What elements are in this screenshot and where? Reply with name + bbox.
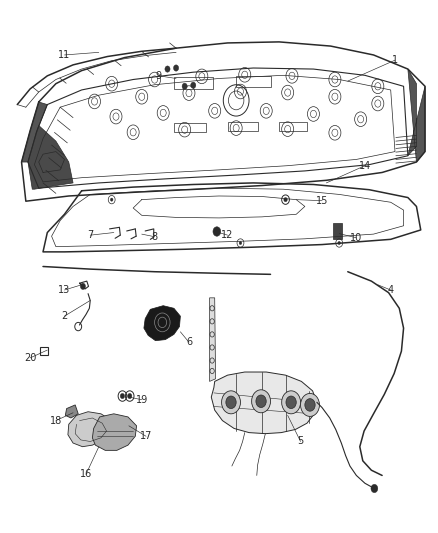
Text: 20: 20 [24, 353, 36, 363]
Polygon shape [28, 125, 73, 189]
Text: 17: 17 [140, 431, 152, 441]
Polygon shape [408, 69, 425, 162]
Circle shape [127, 393, 132, 399]
Circle shape [256, 395, 266, 408]
Text: 5: 5 [297, 437, 304, 447]
Text: 19: 19 [136, 395, 148, 405]
Polygon shape [211, 372, 317, 434]
Bar [174, 77, 212, 89]
Text: 10: 10 [350, 233, 363, 243]
Bar [279, 123, 307, 131]
Text: 6: 6 [186, 337, 192, 347]
Text: 16: 16 [80, 470, 92, 479]
Circle shape [282, 391, 300, 414]
Text: 9: 9 [156, 71, 162, 81]
Polygon shape [65, 405, 78, 418]
Circle shape [305, 399, 315, 411]
Bar [333, 223, 342, 239]
Polygon shape [209, 298, 215, 382]
Bar [228, 122, 258, 131]
Circle shape [239, 241, 242, 245]
Circle shape [300, 393, 319, 416]
Circle shape [165, 66, 170, 72]
Text: 8: 8 [152, 232, 158, 242]
Text: 13: 13 [58, 285, 71, 295]
Bar [236, 76, 271, 87]
Text: 2: 2 [61, 311, 67, 321]
Circle shape [251, 390, 271, 413]
Circle shape [213, 227, 221, 236]
Polygon shape [144, 306, 180, 341]
Bar [174, 123, 206, 132]
Bar [39, 347, 48, 356]
Circle shape [371, 484, 378, 492]
Text: 4: 4 [388, 285, 394, 295]
Circle shape [284, 198, 287, 201]
Circle shape [338, 241, 340, 245]
Polygon shape [21, 102, 47, 162]
Circle shape [182, 83, 187, 90]
Circle shape [173, 65, 179, 71]
Circle shape [222, 391, 240, 414]
Circle shape [191, 82, 196, 88]
Circle shape [286, 396, 296, 409]
Circle shape [120, 393, 124, 399]
Text: 12: 12 [221, 230, 234, 240]
Circle shape [110, 198, 113, 201]
Text: 15: 15 [316, 196, 328, 206]
Text: 18: 18 [50, 416, 62, 425]
Text: 1: 1 [392, 55, 398, 65]
Text: 7: 7 [87, 230, 93, 240]
Circle shape [155, 313, 170, 332]
Text: 14: 14 [359, 160, 371, 171]
Polygon shape [68, 411, 112, 447]
Text: 11: 11 [58, 50, 71, 60]
Circle shape [80, 283, 85, 289]
Circle shape [226, 396, 236, 409]
Polygon shape [92, 414, 137, 450]
